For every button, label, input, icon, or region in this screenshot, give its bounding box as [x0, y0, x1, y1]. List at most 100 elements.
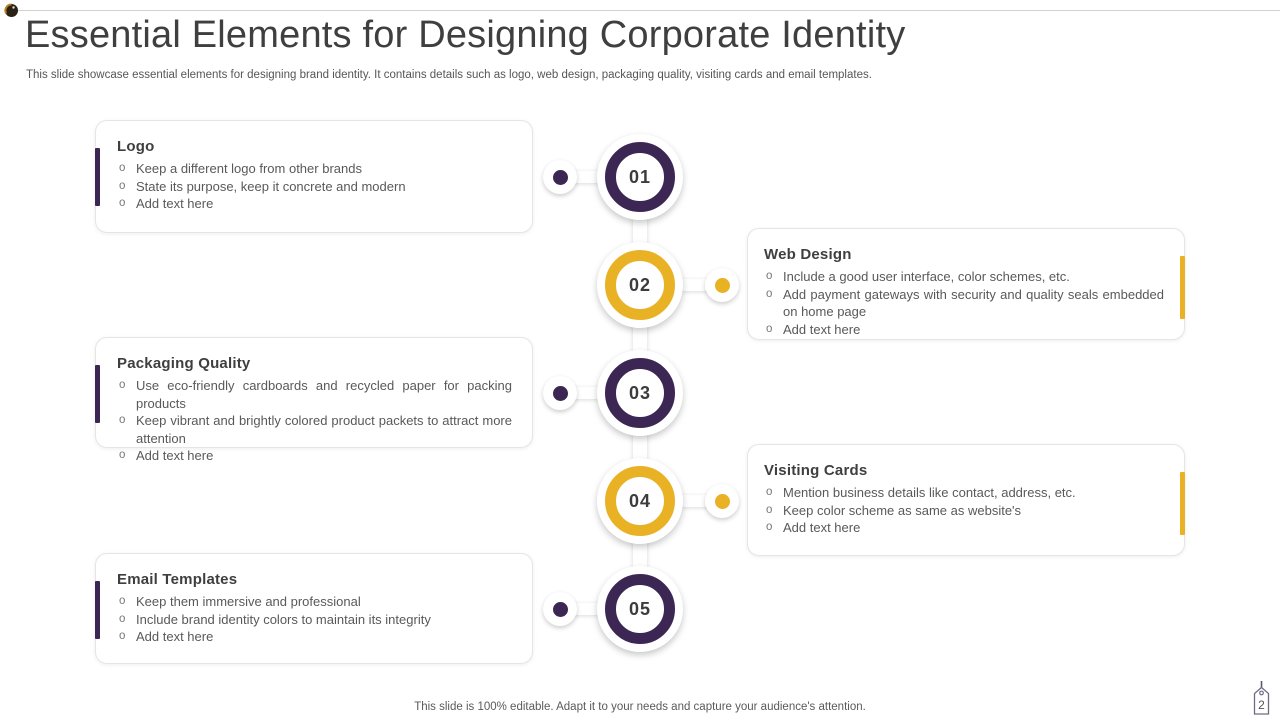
card-title: Email Templates: [117, 571, 238, 588]
accent-bar: [1180, 256, 1185, 319]
bullet-marker-icon: o: [119, 595, 126, 607]
step-ring: 03: [605, 358, 675, 428]
bullet-item: o Add text here: [117, 195, 518, 213]
bullet-marker-icon: o: [119, 449, 126, 462]
step-badge: 04: [597, 458, 683, 544]
bullet-marker-icon: o: [119, 414, 126, 427]
step-badge: 01: [597, 134, 683, 220]
step-dot: [552, 169, 568, 185]
bullet-marker-icon: o: [119, 379, 126, 391]
bullet-marker-icon: o: [766, 270, 773, 282]
bullet-text: Add text here: [783, 321, 861, 337]
timeline-step-02: 02: [543, 242, 739, 328]
card-visiting-cards: Visiting Cards o Mention business details …: [747, 444, 1185, 556]
bullet-marker-icon: o: [766, 521, 773, 534]
bullet-text: Keep them immersive and professional: [136, 594, 361, 609]
slide-title: Essential Elements for Designing Corpora…: [25, 14, 906, 56]
accent-bar: [95, 148, 100, 206]
bullet-item: o Add text here: [764, 519, 1170, 537]
bullet-marker-icon: o: [119, 162, 126, 174]
bullet-item: o Mention business details like contact, …: [764, 484, 1170, 502]
step-dot-badge: [705, 484, 739, 518]
bullet-list: o Mention business details like contact, …: [764, 484, 1170, 537]
bullet-text: Include brand identity colors to maintai…: [136, 611, 431, 627]
bullet-item: o State its purpose, keep it concrete and…: [117, 178, 518, 196]
bullet-text: Add text here: [136, 448, 214, 464]
bullet-item: o Keep a different logo from other brands: [117, 160, 518, 178]
bullet-marker-icon: o: [766, 322, 773, 335]
step-dot-badge: [543, 160, 577, 194]
card-email-templates: Email Templates o Keep them immersive and …: [95, 553, 533, 664]
card-packaging-quality: Packaging Quality o Use eco-friendly cardb…: [95, 337, 533, 463]
step-ring: 01: [605, 142, 675, 212]
timeline-step-01: 01: [543, 134, 739, 220]
bullet-marker-icon: o: [119, 179, 126, 192]
bullet-text: Keep a different logo from other brands: [136, 161, 362, 176]
card-title: Web Design: [764, 246, 852, 263]
step-number: 05: [628, 598, 652, 619]
bullet-text: Mention business details like contact, a…: [783, 485, 1076, 500]
bullet-item: o Add text here: [117, 447, 518, 465]
card-logo: Logo o Keep a different logo from other br…: [95, 120, 533, 233]
bullet-text: Keep vibrant and brightly colored produc…: [136, 413, 512, 446]
page-number: 2: [1258, 698, 1265, 712]
bullet-text: Add text here: [783, 520, 861, 536]
step-dot-badge: [543, 376, 577, 410]
card-title: Logo: [117, 138, 155, 155]
bullet-list: o Keep them immersive and professional o In…: [117, 593, 518, 646]
bullet-list: o Include a good user interface, color sc…: [764, 268, 1170, 338]
step-number: 01: [628, 166, 652, 187]
slide-subtitle: This slide showcase essential elements f…: [26, 69, 872, 81]
step-dot: [714, 277, 730, 293]
top-divider-line: [14, 10, 1280, 11]
bullet-text: Add payment gateways with security and q…: [783, 286, 1164, 320]
timeline-step-05: 05: [543, 566, 739, 652]
bullet-marker-icon: o: [766, 287, 773, 300]
card-title: Packaging Quality: [117, 355, 251, 372]
step-ring: 05: [605, 574, 675, 644]
step-dot-badge: [543, 592, 577, 626]
bullet-marker-icon: o: [119, 197, 126, 210]
bullet-text: Keep color scheme as same as website's: [783, 502, 1022, 518]
step-badge: 03: [597, 350, 683, 436]
bullet-text: Use eco-friendly cardboards and recycled…: [136, 378, 512, 411]
step-badge: 02: [597, 242, 683, 328]
footer-note: This slide is 100% editable. Adapt it to…: [414, 701, 866, 713]
bullet-list: o Use eco-friendly cardboards and recycle…: [117, 377, 518, 465]
step-dot-badge: [705, 268, 739, 302]
step-ring: 02: [605, 250, 675, 320]
bullet-item: o Add payment gateways with security and …: [764, 286, 1170, 321]
step-number: 02: [628, 274, 652, 295]
bullet-list: o Keep a different logo from other brands…: [117, 160, 518, 213]
bullet-text: Include a good user interface, color sch…: [783, 269, 1070, 284]
bullet-item: o Use eco-friendly cardboards and recycle…: [117, 377, 518, 412]
bullet-item: o Keep vibrant and brightly colored produ…: [117, 412, 518, 447]
step-dot: [552, 385, 568, 401]
bullet-item: o Keep them immersive and professional: [117, 593, 518, 611]
bullet-marker-icon: o: [766, 486, 773, 498]
bullet-item: o Add text here: [117, 628, 518, 646]
accent-bar: [95, 581, 100, 639]
step-number: 04: [628, 490, 652, 511]
bullet-text: Add text here: [136, 629, 214, 645]
bullet-text: State its purpose, keep it concrete and …: [136, 178, 406, 194]
bullet-marker-icon: o: [119, 630, 126, 643]
accent-bar: [1180, 472, 1185, 535]
card-web-design: Web Design o Include a good user interface…: [747, 228, 1185, 340]
step-number: 03: [628, 382, 652, 403]
bullet-marker-icon: o: [119, 612, 126, 625]
step-ring: 04: [605, 466, 675, 536]
timeline-step-03: 03: [543, 350, 739, 436]
bullet-marker-icon: o: [766, 503, 773, 516]
step-dot: [714, 493, 730, 509]
step-dot: [552, 601, 568, 617]
bullet-text: Add text here: [136, 196, 214, 212]
step-badge: 05: [597, 566, 683, 652]
card-title: Visiting Cards: [764, 462, 868, 479]
brand-dot-icon: [4, 3, 18, 17]
bullet-item: o Include a good user interface, color sc…: [764, 268, 1170, 286]
bullet-item: o Add text here: [764, 321, 1170, 339]
bullet-item: o Keep color scheme as same as website's: [764, 502, 1170, 520]
timeline-step-04: 04: [543, 458, 739, 544]
